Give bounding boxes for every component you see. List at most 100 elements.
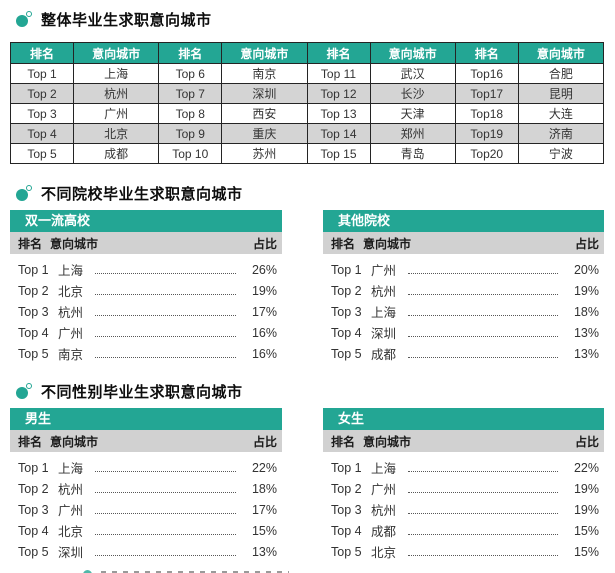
percent-value: 13% [573, 346, 599, 361]
subtable-rows: Top 1 上海 26% Top 2 北京 19% Top 3 杭州 17% Top 4 广州 16%… [10, 254, 282, 364]
ranking-row: Top 1 上海 22% [10, 457, 282, 478]
percent-value: 16% [251, 346, 277, 361]
subtable-title: 女生 [338, 411, 365, 426]
city-label: 深圳 [58, 546, 84, 560]
percent-value: 13% [251, 544, 277, 559]
city-cell: 重庆 [221, 123, 308, 144]
city-cell: 郑州 [369, 123, 456, 144]
dotted-leader [408, 294, 558, 295]
percent-value: 16% [251, 325, 277, 340]
city-cell: 上海 [72, 63, 160, 84]
rank-cell: Top 13 [306, 103, 371, 124]
dotted-leader [95, 555, 236, 556]
col-header-city: 意向城市 [50, 236, 99, 251]
section-head-overall: 整体毕业生求职意向城市 [16, 11, 212, 30]
col-header-rank: 排名 [18, 434, 43, 449]
city-label: 成都 [371, 348, 397, 362]
city-cell: 广州 [72, 103, 160, 124]
dotted-leader [408, 357, 558, 358]
subtable-double-first-class: 双一流高校 排名 意向城市 占比 Top 1 上海 26% Top 2 北京 19% Top… [10, 210, 282, 364]
column-header: 排名 [10, 42, 74, 64]
ranking-row: Top 1 广州 20% [323, 259, 604, 280]
subtable-rows: Top 1 上海 22% Top 2 广州 19% Top 3 杭州 19% Top 4 成都 15%… [323, 452, 604, 562]
city-cell: 宁波 [517, 143, 605, 164]
rank-cell: Top 8 [158, 103, 223, 124]
ranking-row: Top 1 上海 22% [323, 457, 604, 478]
col-header-share: 占比 [252, 236, 277, 251]
dotted-leader [95, 534, 236, 535]
rank-cell: Top 10 [158, 143, 223, 164]
subtable-male: 男生 排名 意向城市 占比 Top 1 上海 22% Top 2 杭州 18% Top 3 广… [10, 408, 282, 562]
subtable-other-schools: 其他院校 排名 意向城市 占比 Top 1 广州 20% Top 2 杭州 19% Top … [323, 210, 604, 364]
city-cell: 杭州 [72, 83, 160, 104]
rank-label: Top 4 [18, 325, 49, 340]
col-header-rank: 排名 [18, 236, 43, 251]
city-label: 杭州 [371, 504, 397, 518]
ranking-row: Top 2 杭州 18% [10, 478, 282, 499]
ranking-row: Top 5 深圳 13% [10, 541, 282, 562]
ranking-row: Top 3 杭州 19% [323, 499, 604, 520]
column-header: 排名 [158, 42, 223, 64]
teal-bullet-icon [16, 11, 32, 27]
dotted-leader [408, 336, 558, 337]
rank-cell: Top 12 [306, 83, 371, 104]
city-label: 北京 [371, 546, 397, 560]
subtable-title: 双一流高校 [25, 213, 91, 228]
percent-value: 19% [573, 481, 599, 496]
rank-label: Top 1 [18, 262, 49, 277]
ranking-row: Top 5 北京 15% [323, 541, 604, 562]
dotted-leader [95, 513, 236, 514]
table-row: Top 3 广州 Top 8 西安 Top 13 天津 Top18 大连 [10, 103, 605, 124]
dotted-leader [408, 513, 558, 514]
rank-label: Top 2 [331, 283, 362, 298]
subtable-title-bar: 男生 [10, 408, 282, 430]
percent-value: 17% [251, 502, 277, 517]
subtable-column-header: 排名 意向城市 占比 [323, 430, 604, 452]
section-title-overall: 整体毕业生求职意向城市 [41, 12, 212, 29]
rank-label: Top 4 [331, 325, 362, 340]
city-cell: 深圳 [221, 83, 308, 104]
percent-value: 22% [251, 460, 277, 475]
city-label: 杭州 [58, 306, 84, 320]
city-label: 广州 [371, 483, 397, 497]
schools-subtables: 双一流高校 排名 意向城市 占比 Top 1 上海 26% Top 2 北京 19% Top… [10, 210, 604, 364]
dotted-leader [408, 492, 558, 493]
dotted-leader [408, 273, 558, 274]
rank-label: Top 4 [18, 523, 49, 538]
percent-value: 20% [573, 262, 599, 277]
city-label: 上海 [58, 264, 84, 278]
rank-label: Top 3 [18, 304, 49, 319]
city-cell: 合肥 [517, 63, 605, 84]
city-label: 广州 [58, 504, 84, 518]
overall-ranking-table: 排名 意向城市 排名 意向城市 排名 意向城市 排名 意向城市 Top 1 上海 Top 6 南京 T… [10, 42, 605, 164]
ranking-row: Top 2 北京 19% [10, 280, 282, 301]
rank-cell: Top 4 [10, 123, 74, 144]
percent-value: 15% [573, 523, 599, 538]
rank-cell: Top 9 [158, 123, 223, 144]
rank-cell: Top16 [454, 63, 519, 84]
column-header: 意向城市 [517, 42, 605, 64]
rank-label: Top 5 [331, 346, 362, 361]
section-title-gender: 不同性别毕业生求职意向城市 [41, 384, 243, 401]
section-title-schools: 不同院校毕业生求职意向城市 [41, 186, 243, 203]
percent-value: 19% [251, 283, 277, 298]
percent-value: 17% [251, 304, 277, 319]
rank-label: Top 2 [331, 481, 362, 496]
percent-value: 19% [573, 283, 599, 298]
rank-label: Top 2 [18, 283, 49, 298]
city-label: 南京 [58, 348, 84, 362]
dotted-leader [95, 273, 236, 274]
ranking-row: Top 3 广州 17% [10, 499, 282, 520]
city-cell: 苏州 [221, 143, 308, 164]
city-label: 杭州 [371, 285, 397, 299]
percent-value: 22% [573, 460, 599, 475]
rank-cell: Top18 [454, 103, 519, 124]
rank-cell: Top 3 [10, 103, 74, 124]
column-header: 意向城市 [72, 42, 160, 64]
city-label: 北京 [58, 285, 84, 299]
col-header-rank: 排名 [331, 434, 356, 449]
subtable-rows: Top 1 广州 20% Top 2 杭州 19% Top 3 上海 18% Top 4 深圳 13%… [323, 254, 604, 364]
table-row: Top 1 上海 Top 6 南京 Top 11 武汉 Top16 合肥 [10, 63, 605, 84]
dotted-leader [408, 315, 558, 316]
